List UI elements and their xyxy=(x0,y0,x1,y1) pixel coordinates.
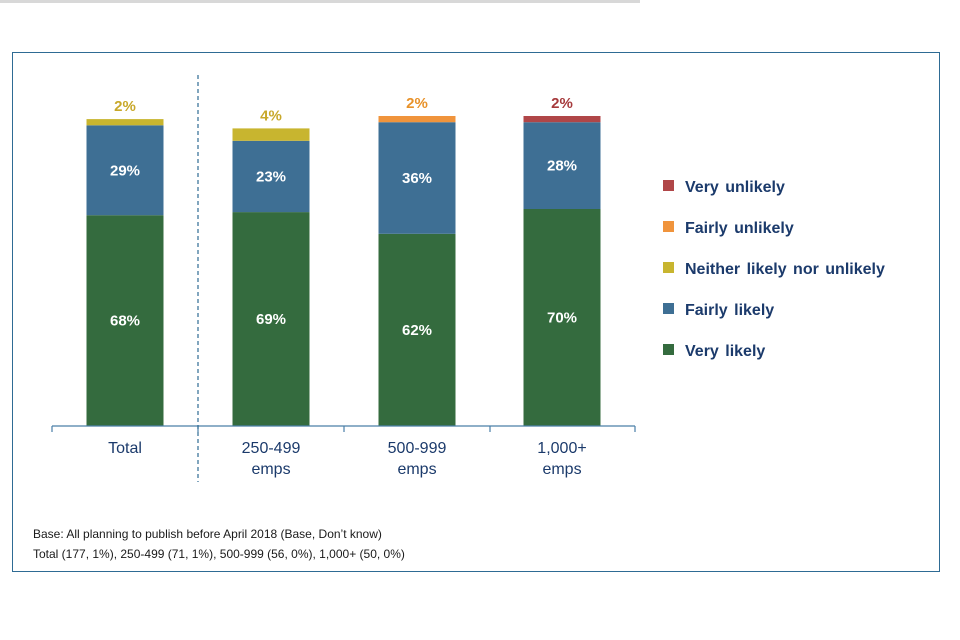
legend-swatch-neither-likely-nor-unlikely xyxy=(663,262,674,273)
x-tick-label-500-999-emps: 500-999 emps xyxy=(388,440,447,478)
data-label-total-neither-likely-nor-unlikely: 2% xyxy=(114,98,136,115)
data-label-total-very-likely: 68% xyxy=(110,313,140,330)
x-tick-label-total: Total xyxy=(108,440,142,457)
bar-250-499-emps-very-likely xyxy=(232,212,310,426)
bar-1-000-emps-very-unlikely xyxy=(523,116,601,123)
x-tick-label-250-499-emps: 250-499 emps xyxy=(242,440,301,478)
data-label-total-fairly-likely: 29% xyxy=(110,162,140,179)
top-rule xyxy=(0,0,640,3)
legend-label-very-unlikely: Very unlikely xyxy=(685,179,785,196)
data-label-250-499-emps-very-likely: 69% xyxy=(256,311,286,328)
legend-swatch-fairly-unlikely xyxy=(663,221,674,232)
data-label-500-999-emps-very-likely: 62% xyxy=(402,322,432,339)
legend-swatch-fairly-likely xyxy=(663,303,674,314)
data-label-500-999-emps-fairly-unlikely: 2% xyxy=(406,95,428,112)
footnote-counts: Total (177, 1%), 250-499 (71, 1%), 500-9… xyxy=(33,547,405,561)
legend-label-fairly-likely: Fairly likely xyxy=(685,302,774,319)
data-label-1-000-emps-very-unlikely: 2% xyxy=(551,95,573,112)
data-label-500-999-emps-fairly-likely: 36% xyxy=(402,170,432,187)
bar-total-fairly-likely xyxy=(86,125,164,216)
legend-label-neither-likely-nor-unlikely: Neither likely nor unlikely xyxy=(685,261,885,278)
bar-1-000-emps-very-likely xyxy=(523,209,601,426)
bar-250-499-emps-neither-likely-nor-unlikely xyxy=(232,128,310,141)
bar-250-499-emps-fairly-likely xyxy=(232,140,310,213)
legend-swatch-very-likely xyxy=(663,344,674,355)
legend-label-fairly-unlikely: Fairly unlikely xyxy=(685,220,794,237)
data-label-250-499-emps-neither-likely-nor-unlikely: 4% xyxy=(260,107,282,124)
data-label-250-499-emps-fairly-likely: 23% xyxy=(256,168,286,185)
chart-frame xyxy=(12,52,940,572)
bar-total-neither-likely-nor-unlikely xyxy=(86,119,164,126)
data-label-1-000-emps-very-likely: 70% xyxy=(547,310,577,327)
bar-total-very-likely xyxy=(86,215,164,426)
legend-label-very-likely: Very likely xyxy=(685,343,765,360)
x-tick-label-1-000-emps: 1,000+ emps xyxy=(537,440,586,478)
bar-1-000-emps-fairly-likely xyxy=(523,122,601,209)
bar-500-999-emps-fairly-unlikely xyxy=(378,116,456,123)
footnote-base: Base: All planning to publish before Apr… xyxy=(33,527,382,541)
bar-500-999-emps-very-likely xyxy=(378,233,456,426)
bar-500-999-emps-fairly-likely xyxy=(378,122,456,234)
legend-swatch-very-unlikely xyxy=(663,180,674,191)
data-label-1-000-emps-fairly-likely: 28% xyxy=(547,158,577,175)
